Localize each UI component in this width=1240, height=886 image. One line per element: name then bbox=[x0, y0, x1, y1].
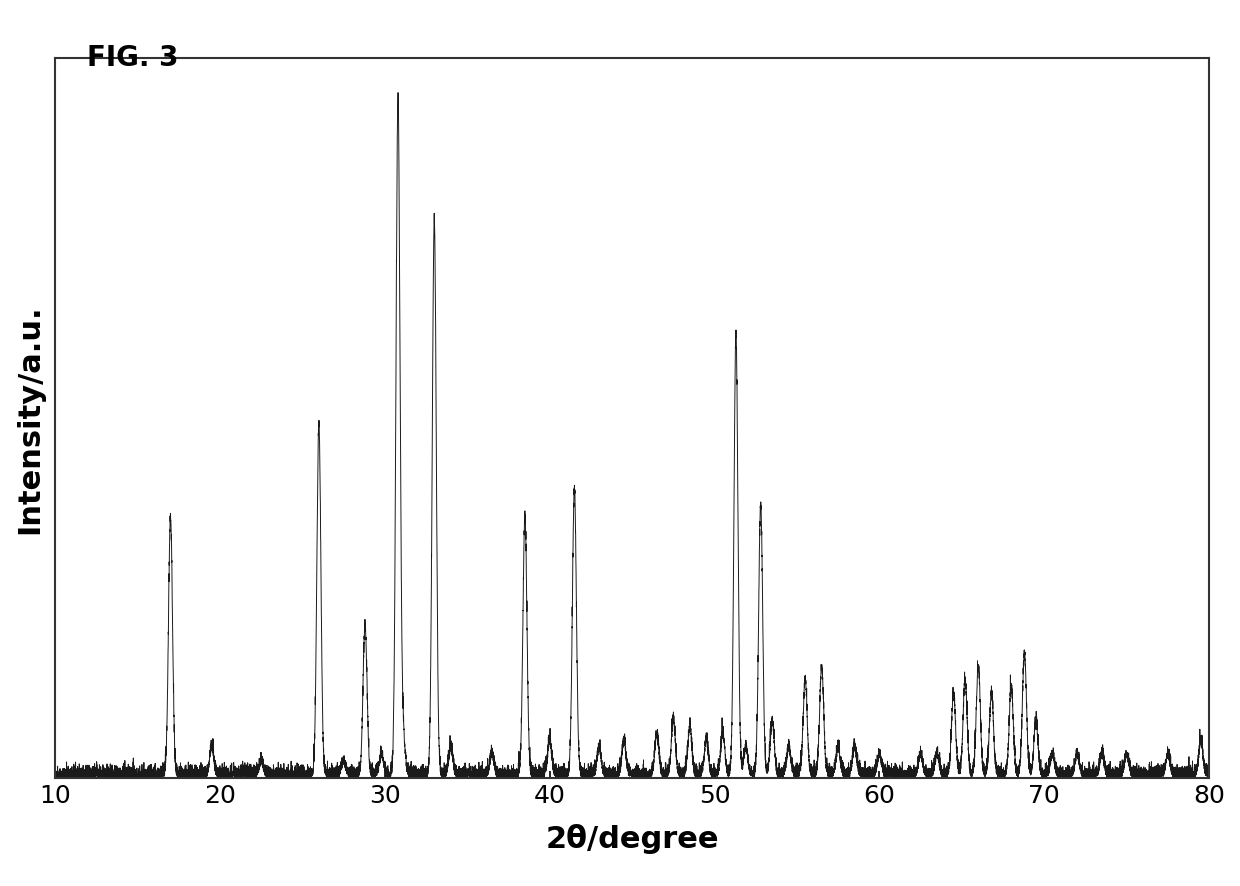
Text: FIG. 3: FIG. 3 bbox=[87, 44, 179, 73]
Y-axis label: Intensity/a.u.: Intensity/a.u. bbox=[15, 304, 43, 533]
X-axis label: 2θ/degree: 2θ/degree bbox=[546, 823, 719, 853]
